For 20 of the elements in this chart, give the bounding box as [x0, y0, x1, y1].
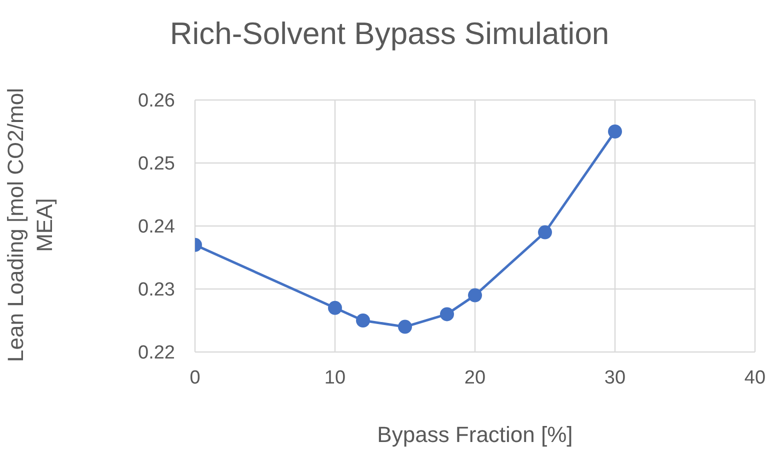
x-tick-label: 40 — [744, 367, 766, 388]
y-tick-label: 0.22 — [138, 342, 175, 364]
y-axis-title: Lean Loading [mol CO2/mol MEA] — [2, 87, 58, 364]
x-tick-label: 0 — [190, 367, 200, 388]
point — [468, 288, 482, 302]
point — [538, 225, 552, 240]
point — [398, 320, 412, 334]
x-tick-label: 20 — [464, 367, 486, 388]
chart-title: Rich-Solvent Bypass Simulation — [168, 16, 610, 52]
x-tick-label: 30 — [604, 367, 626, 388]
x-axis-title: Bypass Fraction [%] — [376, 422, 574, 448]
y-tick-label: 0.25 — [138, 154, 175, 175]
point — [356, 314, 370, 328]
point — [608, 124, 622, 138]
y-tick-label: 0.26 — [138, 90, 175, 112]
point — [440, 307, 454, 322]
y-tick-label: 0.23 — [138, 280, 175, 301]
point — [328, 300, 342, 315]
x-tick-label: 10 — [324, 367, 346, 388]
y-tick-label: 0.24 — [138, 216, 176, 238]
